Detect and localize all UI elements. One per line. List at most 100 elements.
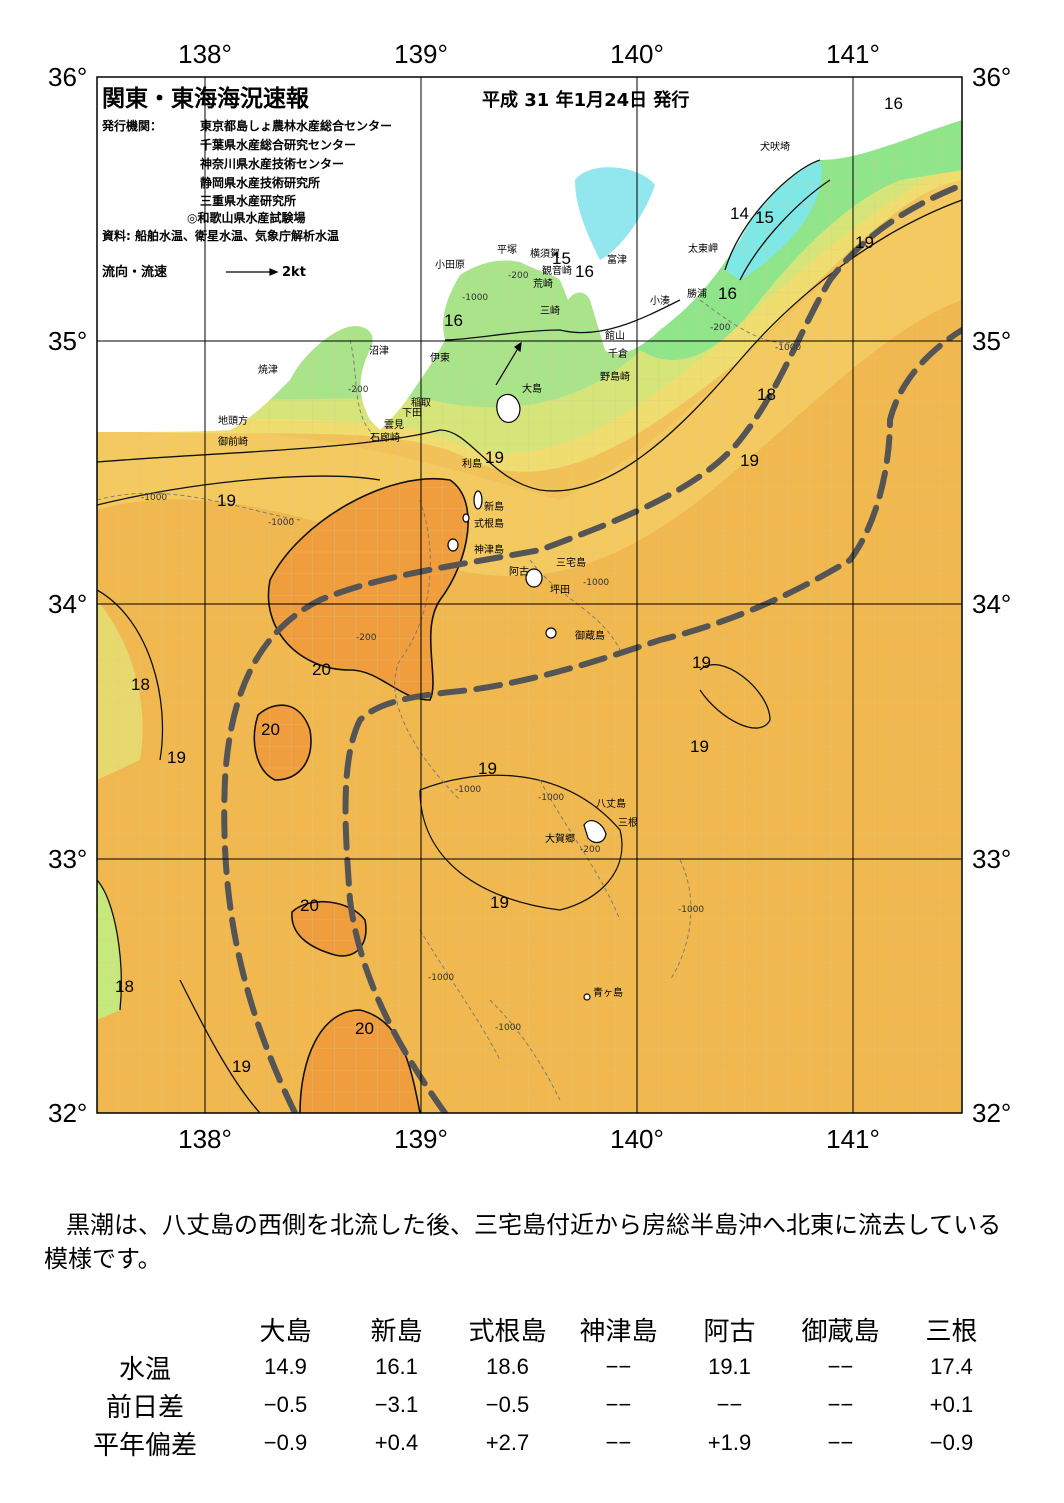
publisher-1: 東京都島しょ農林水産総合センター [200,118,392,133]
depth-label: -1000 [141,493,167,503]
isotherm-label: 19 [490,893,509,912]
place-aogashima: 青ヶ島 [593,986,623,999]
place-niijima: 新島 [484,500,504,513]
hachijojima-island [583,820,607,844]
depth-label: -200 [508,271,529,281]
place-mitsune: 三根 [618,816,638,829]
depth-label: -200 [356,633,377,643]
lat-tick-34-right: 34° [972,589,1011,619]
lat-tick-32-right: 32° [972,1098,1011,1128]
data-source: 資料: 船舶水温、衛星水温、気象庁解析水温 [102,228,339,243]
isotherm-label: 14 [730,204,749,223]
depth-label: -1000 [583,578,609,588]
isotherm-label: 19 [485,448,504,467]
depth-label: -1000 [455,785,481,795]
lon-tick-140-top: 140° [610,39,664,69]
lat-tick-33-right: 33° [972,844,1011,874]
lat-tick-36-left: 36° [48,62,87,92]
isotherm-label: 18 [757,385,776,404]
lon-tick-139-top: 139° [394,39,448,69]
lon-tick-140-bottom: 140° [610,1124,664,1154]
place-chikura: 千倉 [608,347,628,360]
place-taitomisaki: 太東岬 [688,242,718,255]
isotherm-label: 18 [131,675,150,694]
column-header: 式根島 [468,1315,547,1346]
current-vector-arrow [495,341,522,386]
depth-label: -1000 [428,973,454,983]
table-cell: 17.4 [930,1354,973,1379]
isotherm-label: 16 [884,94,903,113]
miyakejima-island [525,568,543,588]
place-nojimazaki: 野島崎 [600,370,630,383]
depth-label: -1000 [538,793,564,803]
table-row: 水温 14.9 16.1 18.6 −− 19.1 −− 17.4 [60,1348,1007,1386]
table-cell: +0.1 [929,1392,974,1417]
table-cell: −0.9 [263,1430,308,1455]
isotherm-label: 20 [300,896,319,915]
place-jitogata: 地頭方 [218,414,248,427]
row-label: 平年偏差 [92,1429,197,1460]
depth-label: -200 [710,323,731,333]
place-oshima: 大島 [522,382,542,395]
table-cell: −− [827,1354,854,1379]
table-cell: 14.9 [264,1354,307,1379]
place-toshima: 利島 [462,457,482,470]
table-cell: 16.1 [375,1354,418,1379]
place-yaizu: 焼津 [258,364,278,376]
mikurajima-island [545,627,557,639]
table-cell: −− [716,1392,743,1417]
isotherm-label: 16 [444,311,463,330]
oshima-island [496,393,521,423]
place-misaki: 三崎 [540,304,560,317]
lon-tick-138-top: 138° [178,39,232,69]
place-katsuura: 勝浦 [687,287,707,300]
niijima-island [473,490,483,510]
table-cell: −− [605,1354,632,1379]
column-header: 三根 [925,1315,978,1346]
table-cell: −0.5 [485,1392,530,1417]
publisher-label: 発行機関： [101,118,162,133]
table-cell: −0.9 [929,1430,974,1455]
kozushima-island [447,538,459,552]
isotherm-label: 19 [692,653,711,672]
place-inatori: 稲取 [411,397,431,409]
sea-temperature-map: 138° 139° 140° 141° 138° 139° 140° 141° … [48,39,1011,1154]
isotherm-label: 20 [355,1019,374,1038]
depth-label: -1000 [678,905,704,915]
table-cell: 18.6 [486,1354,529,1379]
isotherm-label: 19 [855,233,874,252]
column-header: 新島 [370,1315,423,1346]
isotherm-label: 19 [478,759,497,778]
isotherm-label: 15 [552,249,571,268]
kuroshio-description: 黒潮は、八丈島の西側を北流した後、三宅島付近から房総半島沖へ北東に流去している模… [44,1211,1002,1273]
aogashima-island [583,993,591,1001]
table-cell: +0.4 [374,1430,419,1455]
depth-label: -1000 [268,518,294,528]
place-omaezaki: 御前崎 [218,435,248,448]
isotherm-label: 16 [718,284,737,303]
place-okago: 大賀郷 [545,832,575,845]
depth-label: -1000 [775,343,801,353]
table-cell: −− [605,1392,632,1417]
isotherm-label: 16 [575,262,594,281]
current-legend-arrow [226,268,279,276]
place-irozaki: 石廊崎 [370,431,400,444]
isotherm-label: 20 [261,720,280,739]
place-kannonzaki: 観音崎 [542,264,572,277]
row-label: 水温 [118,1353,171,1384]
lat-tick-35-right: 35° [972,326,1011,356]
lat-tick-32-left: 32° [48,1098,87,1128]
lat-tick-35-left: 35° [48,326,87,356]
place-odawara: 小田原 [435,259,465,271]
place-kominato: 小湊 [650,294,670,307]
place-kumomi: 雲見 [384,419,404,431]
isotherm-label: 18 [115,977,134,996]
place-kozushima: 神津島 [474,543,504,556]
table-header-row: 大島 新島 式根島 神津島 阿古 御蔵島 三根 [60,1310,1007,1348]
place-futtsu: 富津 [607,253,627,266]
place-ito: 伊東 [430,351,450,364]
current-legend-label: 流向・流速 [102,264,167,280]
place-numazu: 沼津 [369,344,389,357]
current-legend-value: 2kt [282,265,306,280]
publisher-2: 千葉県水産総合研究センター [200,137,356,152]
